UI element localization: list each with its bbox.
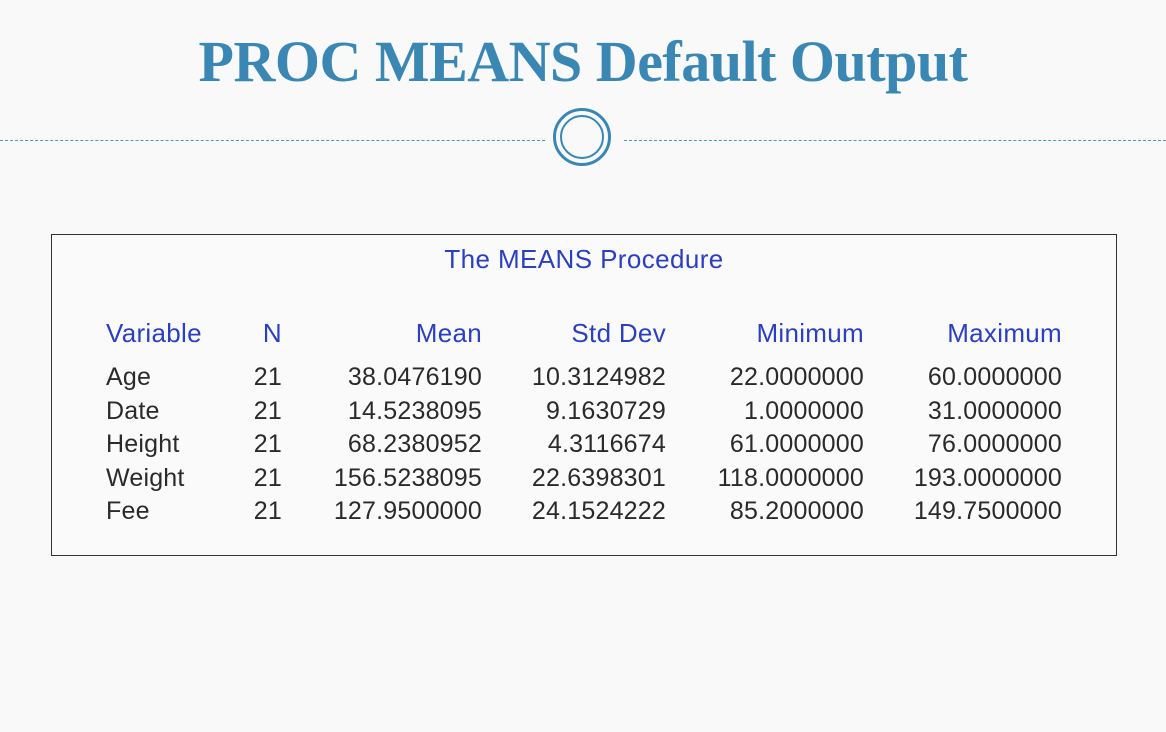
column-header-n: N <box>262 317 282 348</box>
cell-minimum: 1.0000000 <box>744 396 864 425</box>
double-circle-inner <box>560 115 604 159</box>
cell-mean: 68.2380952 <box>347 430 482 459</box>
cell-std-dev: 22.6398301 <box>531 463 666 492</box>
cell-variable: Weight <box>106 463 185 492</box>
double-circle-icon <box>553 108 611 166</box>
cell-std-dev: 4.3116674 <box>547 430 666 459</box>
column-header-maximum: Maximum <box>947 317 1062 348</box>
cell-n: 21 <box>253 463 282 492</box>
means-table: Variable N Mean Std Dev Minimum Maximum … <box>106 315 1062 529</box>
cell-mean: 38.0476190 <box>347 363 482 392</box>
cell-mean: 127.9500000 <box>333 497 482 526</box>
table-row: Weight 21 156.5238095 22.6398301 118.000… <box>106 462 1062 496</box>
column-header-minimum: Minimum <box>756 317 864 348</box>
table-row: Height 21 68.2380952 4.3116674 61.000000… <box>106 428 1062 462</box>
cell-mean: 14.5238095 <box>347 396 482 425</box>
cell-n: 21 <box>253 497 282 526</box>
cell-std-dev: 24.1524222 <box>531 497 666 526</box>
cell-n: 21 <box>253 396 282 425</box>
title-divider-left <box>0 140 545 141</box>
column-header-std-dev: Std Dev <box>571 317 666 348</box>
cell-std-dev: 9.1630729 <box>546 396 666 425</box>
cell-mean: 156.5238095 <box>333 463 482 492</box>
title-divider-right <box>624 140 1166 141</box>
cell-minimum: 85.2000000 <box>729 497 864 526</box>
sas-output-box: The MEANS Procedure Variable N Mean Std … <box>51 234 1117 556</box>
cell-variable: Age <box>106 363 152 392</box>
table-header-row: Variable N Mean Std Dev Minimum Maximum <box>106 315 1062 351</box>
table-row: Age 21 38.0476190 10.3124982 22.0000000 … <box>106 351 1062 395</box>
cell-maximum: 193.0000000 <box>913 463 1062 492</box>
cell-minimum: 22.0000000 <box>729 363 864 392</box>
cell-variable: Fee <box>106 497 150 526</box>
procedure-title: The MEANS Procedure <box>444 244 724 274</box>
cell-maximum: 31.0000000 <box>927 396 1062 425</box>
cell-std-dev: 10.3124982 <box>531 363 666 392</box>
cell-minimum: 118.0000000 <box>717 463 864 492</box>
cell-maximum: 60.0000000 <box>927 363 1062 392</box>
table-row: Date 21 14.5238095 9.1630729 1.0000000 3… <box>106 395 1062 429</box>
slide-title: PROC MEANS Default Output <box>198 29 968 94</box>
column-header-variable: Variable <box>106 317 202 348</box>
cell-minimum: 61.0000000 <box>729 430 864 459</box>
column-header-mean: Mean <box>415 317 482 348</box>
cell-n: 21 <box>253 363 282 392</box>
cell-n: 21 <box>253 430 282 459</box>
cell-variable: Height <box>106 430 180 459</box>
cell-maximum: 76.0000000 <box>927 430 1062 459</box>
cell-maximum: 149.7500000 <box>913 497 1062 526</box>
cell-variable: Date <box>106 396 160 425</box>
table-row: Fee 21 127.9500000 24.1524222 85.2000000… <box>106 495 1062 529</box>
